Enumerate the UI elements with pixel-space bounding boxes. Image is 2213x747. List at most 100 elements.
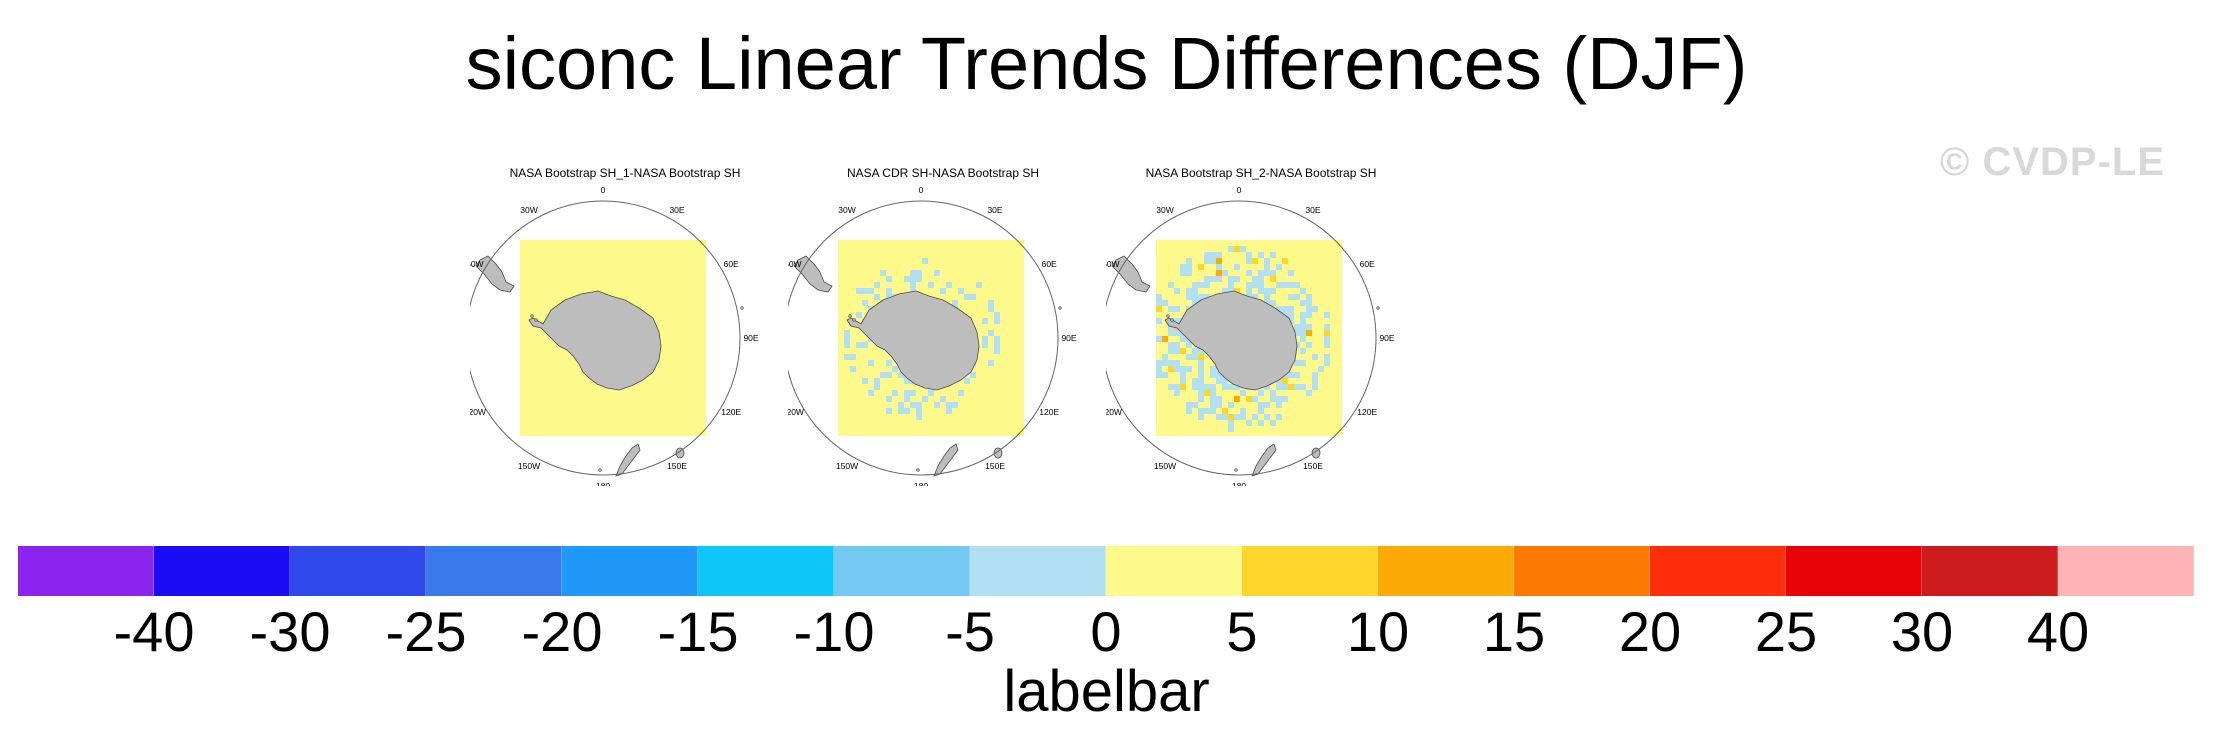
trend-cell	[1306, 390, 1312, 396]
trend-cell	[1186, 270, 1192, 276]
longitude-label: 60E	[1360, 259, 1375, 269]
trend-cell	[916, 270, 922, 276]
trend-cell	[1240, 246, 1246, 252]
trend-cell	[1258, 282, 1264, 288]
trend-cell	[1180, 384, 1186, 390]
trend-cell	[1198, 360, 1204, 366]
trend-cell	[1270, 390, 1276, 396]
longitude-label: 150W	[1154, 461, 1176, 471]
trend-cell	[1216, 396, 1222, 402]
trend-cell	[910, 270, 916, 276]
map-boundary	[788, 200, 1059, 476]
trend-cell	[1216, 276, 1222, 282]
longitude-label: 180	[914, 481, 928, 486]
trend-cell	[1156, 366, 1162, 372]
trend-cell	[1198, 294, 1204, 300]
trend-cell	[910, 276, 916, 282]
colorbar-swatch	[290, 546, 426, 596]
island	[740, 306, 744, 310]
trend-cell	[1204, 258, 1210, 264]
trend-cell	[1228, 414, 1234, 420]
longitude-label: 60E	[724, 259, 739, 269]
longitude-label: 0	[601, 186, 606, 195]
trend-cell	[1252, 282, 1258, 288]
trend-cell	[1324, 342, 1330, 348]
trend-cell	[1186, 264, 1192, 270]
trend-cell	[1324, 330, 1330, 336]
trend-cell	[1198, 408, 1204, 414]
trend-cell	[844, 330, 850, 336]
trend-cell	[1216, 402, 1222, 408]
trend-cell	[1222, 408, 1228, 414]
island	[598, 468, 602, 472]
colorbar-swatch	[2058, 546, 2194, 596]
colorbar-tick-label: -25	[385, 600, 467, 663]
trend-cell	[1258, 252, 1264, 258]
trend-cell	[1180, 270, 1186, 276]
trend-cell	[1228, 420, 1234, 426]
trend-cell	[1186, 288, 1192, 294]
trend-cell	[1174, 348, 1180, 354]
trend-cell	[952, 300, 958, 306]
trend-cell	[1192, 294, 1198, 300]
trend-cell	[1282, 384, 1288, 390]
colorbar-tick-label: -15	[657, 600, 739, 663]
longitude-label: 180	[596, 481, 610, 486]
trend-cell	[1216, 252, 1222, 258]
colorbar	[18, 546, 2194, 596]
trend-cell	[910, 288, 916, 294]
trend-cell	[1168, 306, 1174, 312]
trend-cell	[1264, 414, 1270, 420]
colorbar-tick-label: 40	[2026, 600, 2090, 663]
trend-cell	[958, 390, 964, 396]
trend-cell	[1270, 396, 1276, 402]
trend-cell	[1300, 336, 1306, 342]
trend-cell	[1282, 306, 1288, 312]
trend-cell	[904, 408, 910, 414]
trend-cell	[1270, 276, 1276, 282]
colorbar-swatch	[1378, 546, 1514, 596]
trend-cell	[850, 354, 856, 360]
island	[1166, 314, 1170, 318]
trend-cell	[1264, 264, 1270, 270]
trend-cell	[1324, 324, 1330, 330]
trend-cell	[1288, 270, 1294, 276]
trend-cell	[1192, 300, 1198, 306]
trend-cell	[1300, 312, 1306, 318]
longitude-label: 30E	[1305, 205, 1320, 215]
trend-cell	[1324, 336, 1330, 342]
colorbar-swatch	[154, 546, 290, 596]
colorbar-swatch	[1922, 546, 2058, 596]
colorbar-swatch	[18, 546, 154, 596]
map-boundary	[1106, 200, 1377, 476]
colorbar-tick-label: 25	[1754, 600, 1818, 663]
trend-cell	[1300, 360, 1306, 366]
trend-cell	[952, 402, 958, 408]
trend-cell	[1216, 414, 1222, 420]
longitude-label: 120W	[788, 407, 804, 417]
trend-cell	[1222, 414, 1228, 420]
trend-cell	[1174, 360, 1180, 366]
longitude-label: 90E	[743, 333, 758, 343]
trend-cell	[1258, 270, 1264, 276]
trend-cell	[1156, 336, 1162, 342]
trend-cell	[1324, 360, 1330, 366]
trend-cell	[1180, 372, 1186, 378]
trend-cell	[898, 402, 904, 408]
trend-cell	[910, 282, 916, 288]
longitude-label: 180	[1232, 481, 1246, 486]
map-boundary	[470, 200, 741, 476]
trend-cell	[1270, 300, 1276, 306]
trend-cell	[1276, 414, 1282, 420]
trend-cell	[1252, 396, 1258, 402]
trend-cell	[1192, 378, 1198, 384]
trend-cell	[1234, 288, 1240, 294]
trend-cell	[1186, 258, 1192, 264]
trend-cell	[1204, 294, 1210, 300]
longitude-label: 30E	[987, 205, 1002, 215]
trend-cell	[1180, 264, 1186, 270]
trend-cell	[1234, 246, 1240, 252]
trend-cell	[1198, 366, 1204, 372]
trend-cell	[1228, 288, 1234, 294]
polar-map: 030E60E90E120E150E180150W120W90W60W30W	[788, 186, 1077, 486]
